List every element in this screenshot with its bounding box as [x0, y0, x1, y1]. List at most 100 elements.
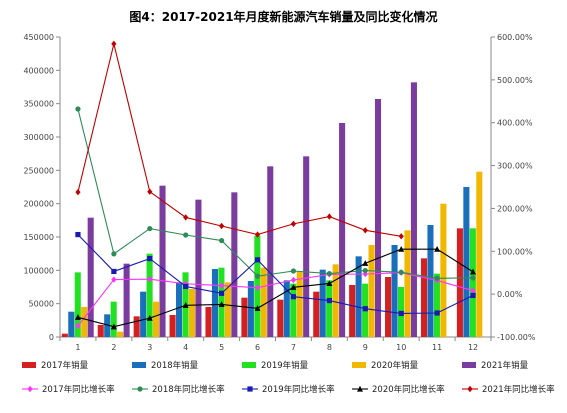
- y-left-tick-label: 450000: [23, 33, 54, 42]
- bar: [420, 258, 428, 337]
- bar: [368, 245, 375, 337]
- legend-swatch: [132, 362, 146, 368]
- line-point: [398, 233, 404, 240]
- legend-label: 2021年同比增长率: [482, 384, 555, 395]
- bar: [146, 253, 153, 337]
- bar: [433, 273, 440, 337]
- bar: [176, 282, 183, 337]
- bar: [68, 311, 75, 337]
- line-point: [362, 260, 369, 266]
- bar: [404, 230, 411, 337]
- legend-swatch: [22, 362, 36, 368]
- line-point: [254, 305, 261, 311]
- line-point: [434, 275, 440, 281]
- legend-swatch: [462, 362, 476, 368]
- line-point: [74, 314, 81, 320]
- line-point: [111, 251, 117, 257]
- bar: [303, 156, 310, 337]
- bar: [290, 283, 297, 337]
- x-tick-label: 1: [75, 343, 80, 352]
- y-right-tick-label: -100.00%: [497, 333, 536, 342]
- bar: [104, 314, 111, 337]
- bar: [355, 256, 362, 337]
- y-right-tick-label: 400.00%: [497, 119, 533, 128]
- chart-title: 图4：2017-2021年月度新能源汽车销量及同比变化情况: [129, 10, 438, 24]
- line-point: [111, 40, 117, 48]
- line-point: [290, 268, 297, 274]
- line-point: [434, 310, 440, 316]
- bar: [231, 192, 238, 337]
- y-right-tick-label: 0.00%: [497, 290, 523, 299]
- legend-marker: [467, 385, 473, 393]
- line-point: [182, 302, 189, 308]
- line-point: [254, 257, 261, 263]
- y-right-tick-label: 500.00%: [497, 76, 533, 85]
- legend-label: 2017年销量: [41, 360, 89, 371]
- line-point: [254, 273, 261, 279]
- line-point: [362, 267, 368, 274]
- line-point: [147, 255, 153, 262]
- bar: [169, 315, 176, 337]
- bar: [123, 263, 130, 337]
- bar: [153, 301, 160, 337]
- line-point: [254, 284, 261, 291]
- bar: [391, 245, 398, 337]
- line-point: [110, 323, 117, 330]
- y-left-tick-label: 400000: [23, 66, 54, 75]
- line-point: [183, 214, 189, 221]
- line-point: [147, 225, 153, 232]
- legend-swatch: [352, 362, 366, 368]
- legend-marker: [27, 385, 33, 393]
- x-tick-label: 8: [327, 343, 332, 352]
- bar: [374, 99, 382, 337]
- legend-marker: [137, 386, 143, 392]
- line-point: [183, 283, 189, 290]
- bar: [211, 269, 218, 337]
- y-left-tick-label: 100000: [23, 266, 54, 275]
- line-point: [111, 276, 117, 283]
- bar: [349, 285, 356, 337]
- legend-marker: [247, 386, 253, 392]
- legend-label: 2021年销量: [481, 360, 529, 371]
- line-point: [183, 232, 189, 238]
- bar: [427, 225, 434, 337]
- line-point: [470, 292, 476, 299]
- bar: [188, 289, 196, 337]
- line-point: [470, 275, 476, 281]
- line-point: [290, 276, 297, 284]
- y-right-tick-label: 100.00%: [497, 247, 533, 256]
- bar: [110, 301, 117, 337]
- line-point: [398, 310, 404, 317]
- x-tick-label: 12: [468, 343, 478, 352]
- bar: [410, 82, 417, 337]
- line-point: [326, 280, 333, 287]
- bar: [296, 271, 303, 337]
- bar: [319, 269, 326, 337]
- bar: [87, 217, 94, 337]
- line-point: [470, 287, 476, 294]
- line-point: [326, 270, 332, 277]
- line-point: [290, 294, 297, 300]
- line-point: [219, 282, 225, 289]
- line-point: [75, 188, 81, 196]
- bar: [241, 297, 248, 337]
- legend-label: 2020年同比增长率: [372, 384, 445, 395]
- bar: [117, 331, 124, 337]
- bar: [326, 280, 333, 337]
- bar: [140, 291, 147, 337]
- x-tick-label: 9: [363, 343, 368, 352]
- x-tick-label: 5: [219, 343, 224, 352]
- legend-label: 2018年同比增长率: [152, 384, 225, 395]
- series-line: [77, 43, 402, 237]
- line-point: [147, 275, 153, 283]
- x-tick-label: 11: [432, 343, 442, 352]
- line-point: [434, 245, 441, 252]
- line-point: [362, 306, 368, 312]
- x-tick-label: 7: [291, 343, 296, 352]
- line-point: [218, 301, 225, 308]
- y-right-tick-label: 300.00%: [497, 162, 533, 171]
- series-line: [77, 248, 474, 328]
- bar: [159, 185, 166, 337]
- bar: [332, 264, 339, 337]
